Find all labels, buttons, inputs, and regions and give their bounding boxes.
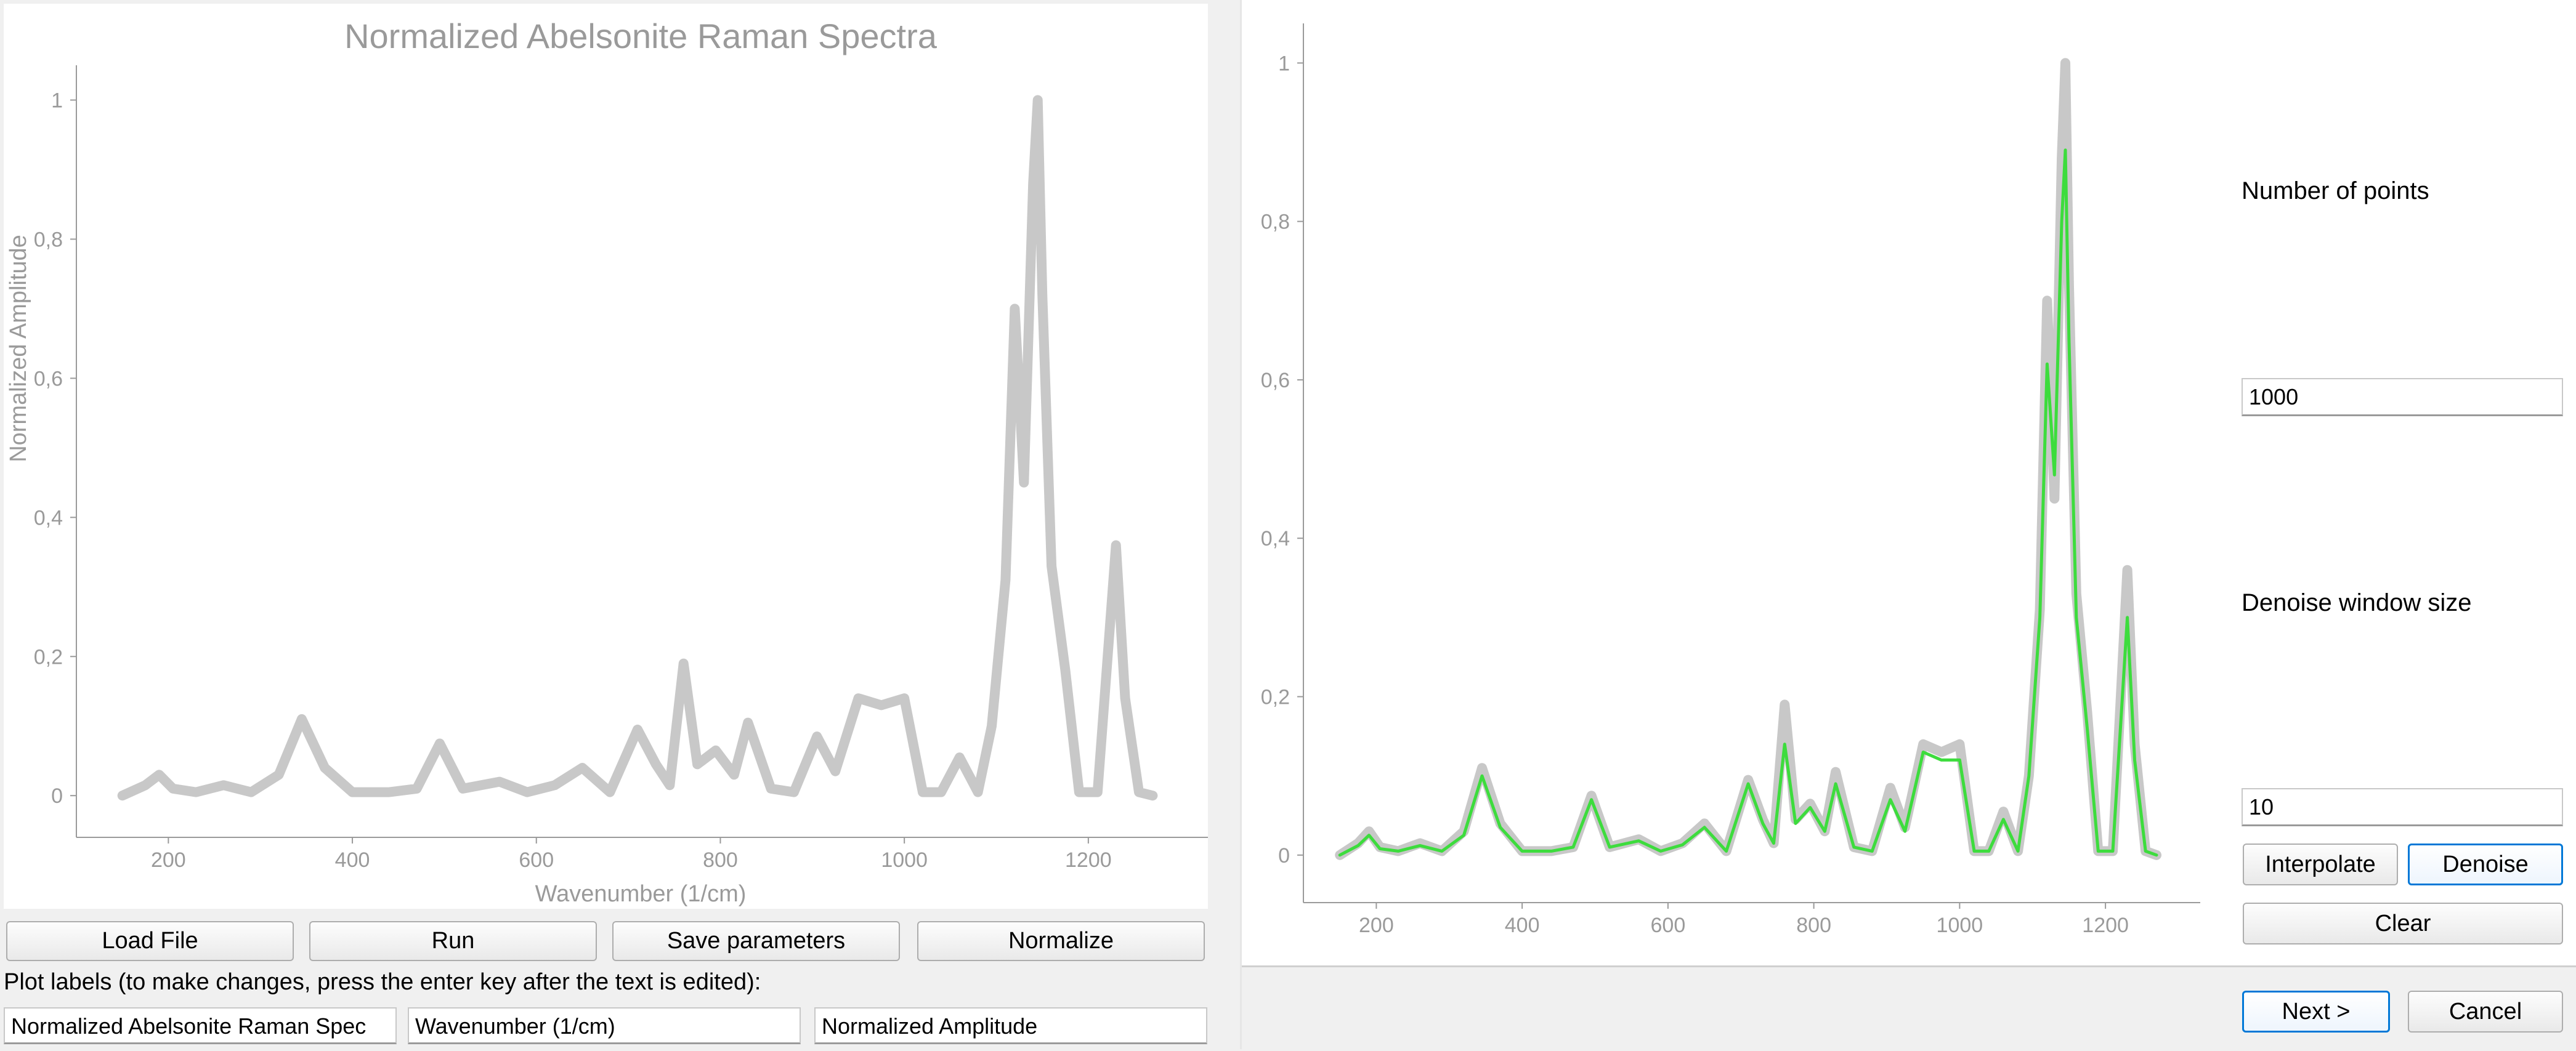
plot-labels-hint: Plot labels (to make changes, press the … bbox=[4, 969, 761, 995]
plot-area: 0 0,2 0,4 0,6 0,8 1 200 400 600 800 1000 1200 bbox=[1261, 23, 2200, 937]
spectrum-plot: Normalized Abelsonite Raman Spectra 0 0,2… bbox=[4, 4, 1208, 909]
x-ticks: 200 400 600 800 1000 1200 bbox=[1359, 903, 2129, 937]
chart-title: Normalized Abelsonite Raman Spectra bbox=[344, 17, 938, 55]
y-tick-label: 0 bbox=[1278, 844, 1290, 868]
y-axis-label: Normalized Amplitude bbox=[6, 235, 31, 462]
x-tick-label: 600 bbox=[1651, 914, 1686, 937]
series-group bbox=[1335, 58, 2161, 860]
x-axis-label: Wavenumber (1/cm) bbox=[535, 881, 747, 907]
y-label-field[interactable]: Normalized Amplitude bbox=[814, 1007, 1207, 1044]
y-ticks: 0 0,2 0,4 0,6 0,8 1 bbox=[34, 89, 76, 808]
y-tick-label: 0,2 bbox=[1261, 686, 1290, 709]
y-tick-label: 1 bbox=[1278, 52, 1290, 75]
x-tick-label: 400 bbox=[335, 848, 370, 872]
plot-title-field[interactable]: Normalized Abelsonite Raman Spec bbox=[4, 1007, 397, 1044]
x-label-field[interactable]: Wavenumber (1/cm) bbox=[408, 1007, 801, 1044]
interpolate-button[interactable]: Interpolate bbox=[2243, 844, 2398, 885]
plot-area: 0 0,2 0,4 0,6 0,8 1 200 400 600 800 1000 1200 bbox=[34, 65, 1208, 872]
denoise-button[interactable]: Denoise bbox=[2408, 844, 2563, 885]
denoise-window-label: Denoise window size bbox=[2242, 589, 2472, 616]
y-tick-label: 0,8 bbox=[1261, 211, 1290, 234]
clear-button[interactable]: Clear bbox=[2243, 903, 2563, 944]
y-tick-label: 0,8 bbox=[34, 228, 63, 251]
wizard-footer: Next > Cancel bbox=[1242, 965, 2576, 1051]
x-tick-label: 200 bbox=[151, 848, 186, 872]
run-button[interactable]: Run bbox=[309, 921, 597, 961]
number-of-points-label: Number of points bbox=[2242, 177, 2429, 204]
y-tick-label: 0,6 bbox=[1261, 369, 1290, 392]
denoise-window-input[interactable]: 10 bbox=[2242, 788, 2563, 826]
y-tick-label: 0,4 bbox=[1261, 527, 1290, 550]
y-ticks: 0 0,2 0,4 0,6 0,8 1 bbox=[1261, 52, 1303, 868]
next-button[interactable]: Next > bbox=[2242, 991, 2390, 1033]
number-of-points-input[interactable]: 1000 bbox=[2242, 378, 2563, 416]
x-tick-label: 800 bbox=[1796, 914, 1831, 937]
save-parameters-button[interactable]: Save parameters bbox=[612, 921, 900, 961]
cancel-button[interactable]: Cancel bbox=[2408, 991, 2563, 1033]
x-tick-label: 1000 bbox=[881, 848, 928, 872]
x-tick-label: 1000 bbox=[1937, 914, 1983, 937]
y-tick-label: 0,4 bbox=[34, 506, 63, 530]
series-group bbox=[117, 95, 1158, 801]
x-tick-label: 800 bbox=[703, 848, 738, 872]
x-ticks: 200 400 600 800 1000 1200 bbox=[151, 837, 1112, 872]
spectrum-series-line bbox=[1335, 58, 2161, 860]
x-tick-label: 1200 bbox=[1065, 848, 1112, 872]
x-tick-label: 600 bbox=[519, 848, 554, 872]
denoise-preview-plot: 0 0,2 0,4 0,6 0,8 1 200 400 600 800 1000 1200 bbox=[1242, 0, 2221, 960]
denoise-preview-chart: 0 0,2 0,4 0,6 0,8 1 200 400 600 800 1000 1200 bbox=[1261, 23, 2200, 937]
right-panel: 0 0,2 0,4 0,6 0,8 1 200 400 600 800 1000 1200 Numb… bbox=[1240, 0, 2576, 1051]
y-tick-label: 1 bbox=[51, 89, 63, 112]
normalized-spectrum-chart: Normalized Abelsonite Raman Spectra 0 0,2… bbox=[6, 17, 1208, 907]
x-tick-label: 400 bbox=[1505, 914, 1540, 937]
spectrum-series-line bbox=[117, 95, 1158, 801]
denoised-series-line bbox=[1338, 148, 2158, 857]
normalize-button[interactable]: Normalize bbox=[917, 921, 1205, 961]
load-file-button[interactable]: Load File bbox=[6, 921, 294, 961]
y-tick-label: 0,6 bbox=[34, 367, 63, 390]
y-tick-label: 0,2 bbox=[34, 645, 63, 669]
x-tick-label: 1200 bbox=[2082, 914, 2129, 937]
left-panel: Normalized Abelsonite Raman Spectra 0 0,2… bbox=[0, 0, 1210, 1049]
x-tick-label: 200 bbox=[1359, 914, 1394, 937]
y-tick-label: 0 bbox=[51, 784, 63, 808]
